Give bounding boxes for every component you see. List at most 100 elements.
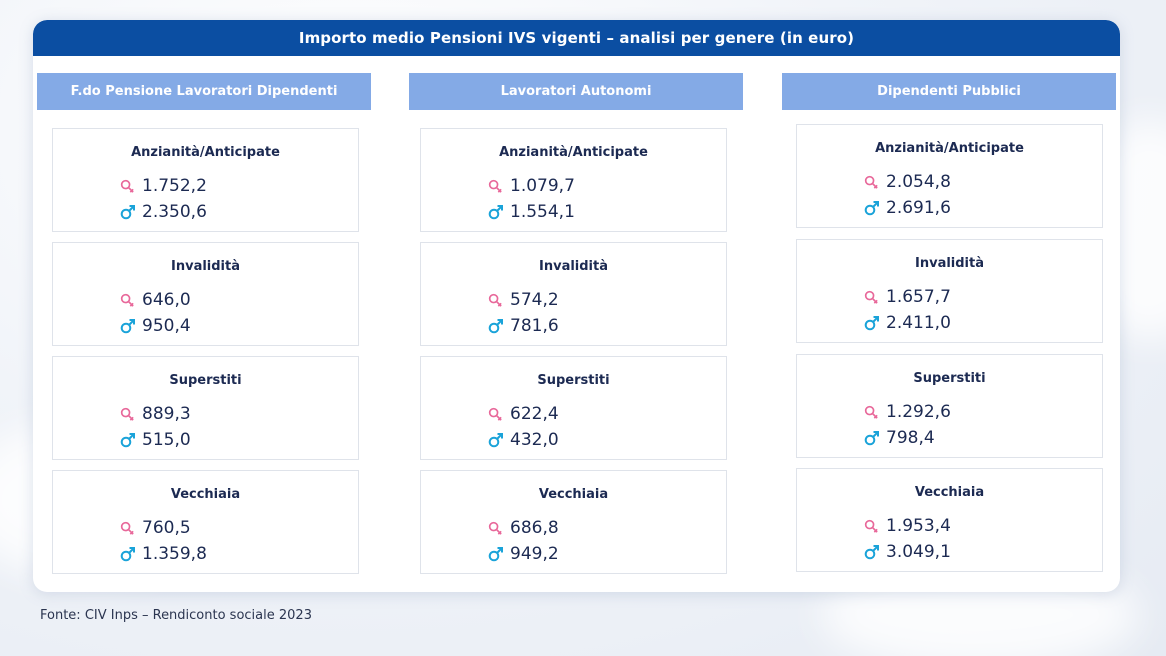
pension-card: Vecchiaia 760,5 1.359,8 — [52, 470, 359, 574]
female-value-row: 1.292,6 — [864, 402, 951, 422]
male-value-row: 2.691,6 — [864, 198, 951, 218]
card-title: Invalidità — [171, 259, 240, 274]
female-value-row: 1.752,2 — [120, 176, 207, 196]
male-value-row: 2.411,0 — [864, 313, 951, 333]
female-value-row: 646,0 — [120, 290, 191, 310]
female-value-row: 889,3 — [120, 404, 191, 424]
female-value-row: 1.079,7 — [488, 176, 575, 196]
female-value-row: 1.953,4 — [864, 516, 951, 536]
female-sign-icon — [488, 521, 510, 536]
female-sign-icon — [120, 521, 142, 536]
male-amount: 2.411,0 — [886, 313, 951, 333]
male-value-row: 3.049,1 — [864, 542, 951, 562]
female-amount: 1.079,7 — [510, 176, 575, 196]
pension-card: Invalidità 1.657,7 2.411,0 — [796, 239, 1103, 343]
male-sign-icon — [864, 544, 886, 560]
pension-card: Vecchiaia 686,8 949,2 — [420, 470, 727, 574]
source-note: Fonte: CIV Inps – Rendiconto sociale 202… — [40, 608, 312, 623]
female-amount: 760,5 — [142, 518, 191, 538]
card-title: Superstiti — [169, 373, 242, 388]
column-header-0: F.do Pensione Lavoratori Dipendenti — [37, 73, 371, 110]
male-amount: 3.049,1 — [886, 542, 951, 562]
column-header-1: Lavoratori Autonomi — [409, 73, 743, 110]
male-value-row: 949,2 — [488, 544, 559, 564]
male-amount: 1.554,1 — [510, 202, 575, 222]
pension-card: Superstiti 889,3 515,0 — [52, 356, 359, 460]
male-value-row: 1.359,8 — [120, 544, 207, 564]
male-sign-icon — [488, 204, 510, 220]
pension-card: Anzianità/Anticipate 1.079,7 1.554,1 — [420, 128, 727, 232]
male-value-row: 2.350,6 — [120, 202, 207, 222]
card-title: Invalidità — [539, 259, 608, 274]
male-sign-icon — [488, 546, 510, 562]
male-sign-icon — [120, 318, 142, 334]
male-value-row: 950,4 — [120, 316, 191, 336]
male-value-row: 515,0 — [120, 430, 191, 450]
panel-title: Importo medio Pensioni IVS vigenti – ana… — [33, 20, 1120, 56]
female-value-row: 574,2 — [488, 290, 559, 310]
pension-table-panel: Importo medio Pensioni IVS vigenti – ana… — [33, 20, 1120, 592]
card-title: Anzianità/Anticipate — [875, 141, 1024, 156]
male-amount: 515,0 — [142, 430, 191, 450]
female-sign-icon — [864, 405, 886, 420]
male-amount: 2.691,6 — [886, 198, 951, 218]
pension-card: Vecchiaia 1.953,4 3.049,1 — [796, 468, 1103, 572]
male-sign-icon — [120, 204, 142, 220]
male-sign-icon — [488, 318, 510, 334]
female-sign-icon — [488, 293, 510, 308]
male-amount: 781,6 — [510, 316, 559, 336]
female-sign-icon — [488, 179, 510, 194]
pension-card: Superstiti 622,4 432,0 — [420, 356, 727, 460]
male-value-row: 432,0 — [488, 430, 559, 450]
female-amount: 622,4 — [510, 404, 559, 424]
female-value-row: 622,4 — [488, 404, 559, 424]
female-value-row: 686,8 — [488, 518, 559, 538]
pension-card: Invalidità 574,2 781,6 — [420, 242, 727, 346]
male-sign-icon — [864, 200, 886, 216]
male-sign-icon — [864, 430, 886, 446]
female-value-row: 2.054,8 — [864, 172, 951, 192]
female-amount: 889,3 — [142, 404, 191, 424]
male-sign-icon — [488, 432, 510, 448]
male-sign-icon — [120, 432, 142, 448]
female-sign-icon — [120, 293, 142, 308]
card-title: Invalidità — [915, 256, 984, 271]
female-sign-icon — [120, 407, 142, 422]
female-value-row: 760,5 — [120, 518, 191, 538]
female-amount: 2.054,8 — [886, 172, 951, 192]
column-header-2: Dipendenti Pubblici — [782, 73, 1116, 110]
female-amount: 1.292,6 — [886, 402, 951, 422]
female-sign-icon — [864, 175, 886, 190]
male-amount: 1.359,8 — [142, 544, 207, 564]
male-value-row: 798,4 — [864, 428, 935, 448]
pension-card: Superstiti 1.292,6 798,4 — [796, 354, 1103, 458]
female-amount: 1.752,2 — [142, 176, 207, 196]
male-amount: 950,4 — [142, 316, 191, 336]
male-sign-icon — [120, 546, 142, 562]
female-amount: 1.953,4 — [886, 516, 951, 536]
male-sign-icon — [864, 315, 886, 331]
card-title: Superstiti — [537, 373, 610, 388]
female-sign-icon — [120, 179, 142, 194]
card-title: Superstiti — [913, 371, 986, 386]
female-amount: 646,0 — [142, 290, 191, 310]
male-amount: 798,4 — [886, 428, 935, 448]
card-title: Vecchiaia — [914, 485, 985, 500]
female-value-row: 1.657,7 — [864, 287, 951, 307]
card-title: Vecchiaia — [538, 487, 609, 502]
card-title: Vecchiaia — [170, 487, 241, 502]
male-amount: 2.350,6 — [142, 202, 207, 222]
male-value-row: 1.554,1 — [488, 202, 575, 222]
female-sign-icon — [864, 290, 886, 305]
pension-card: Invalidità 646,0 950,4 — [52, 242, 359, 346]
card-title: Anzianità/Anticipate — [499, 145, 648, 160]
female-amount: 686,8 — [510, 518, 559, 538]
female-sign-icon — [488, 407, 510, 422]
male-amount: 432,0 — [510, 430, 559, 450]
card-title: Anzianità/Anticipate — [131, 145, 280, 160]
pension-card: Anzianità/Anticipate 2.054,8 2.691,6 — [796, 124, 1103, 228]
female-amount: 574,2 — [510, 290, 559, 310]
male-amount: 949,2 — [510, 544, 559, 564]
female-amount: 1.657,7 — [886, 287, 951, 307]
male-value-row: 781,6 — [488, 316, 559, 336]
